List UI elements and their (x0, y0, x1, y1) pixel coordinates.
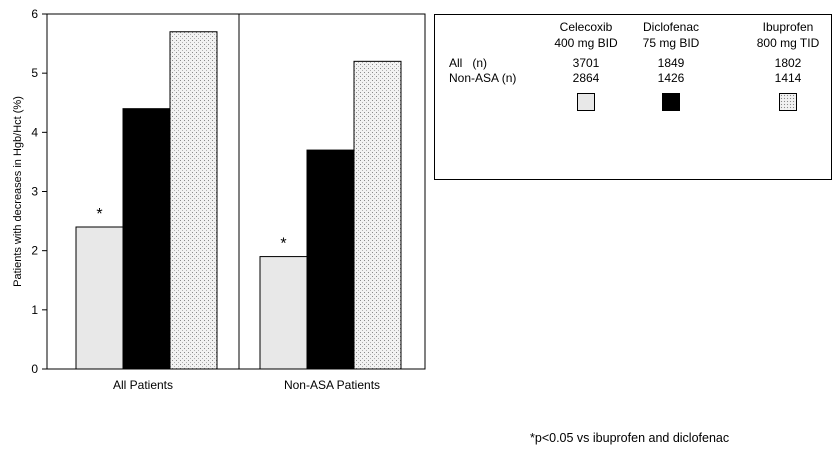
legend-dose-celecoxib: 400 mg BID (554, 36, 618, 50)
bar-2-1 (353, 60, 402, 370)
legend-nonasa-n-ibuprofen: 1414 (774, 71, 802, 85)
significance-star: * (96, 206, 102, 223)
bar-2-0 (169, 31, 218, 370)
legend-nonasa-n-celecoxib: 2864 (572, 71, 600, 85)
legend-drug-ibuprofen: Ibuprofen (762, 20, 814, 34)
legend-swatch-celecoxib (577, 93, 595, 111)
y-tick-label: 4 (31, 125, 38, 139)
bar-1-0 (122, 108, 171, 370)
legend-nonasa-n-diclofenac: 1426 (657, 71, 685, 85)
y-tick-label: 3 (31, 185, 38, 199)
x-category-label: Non-ASA Patients (284, 378, 380, 392)
footnote: *p<0.05 vs ibuprofen and diclofenac (530, 431, 730, 445)
legend: Celecoxib 400 mg BID Diclofenac 75 mg BI… (434, 14, 832, 180)
bar-0-0 (75, 226, 124, 370)
legend-all-n-diclofenac: 1849 (657, 56, 685, 70)
y-tick-label: 0 (31, 362, 38, 376)
y-tick-label: 6 (31, 7, 38, 21)
legend-all-n-celecoxib: 3701 (572, 56, 600, 70)
legend-drug-celecoxib: Celecoxib (559, 20, 613, 34)
y-axis-label: Patients with decreases in Hgb/Hct (%) (12, 96, 24, 287)
y-tick-label: 1 (31, 303, 38, 317)
bar-chart: 0 1 2 3 4 5 6 Patients with decreases in Hgb/Hc… (12, 7, 426, 392)
significance-star: * (280, 236, 286, 253)
legend-swatch-ibuprofen (779, 93, 797, 111)
legend-row-nonasa: Non-ASA (n) (449, 71, 517, 85)
legend-row-all: All (n) (449, 56, 488, 70)
y-tick-label: 2 (31, 244, 38, 258)
bar-1-1 (306, 149, 355, 370)
legend-drug-diclofenac: Diclofenac (642, 20, 700, 34)
legend-all-n-ibuprofen: 1802 (774, 56, 802, 70)
bar-0-1 (259, 256, 308, 370)
x-category-label: All Patients (113, 378, 173, 392)
legend-dose-ibuprofen: 800 mg TID (756, 36, 820, 50)
legend-dose-diclofenac: 75 mg BID (642, 36, 700, 50)
legend-swatch-diclofenac (662, 93, 680, 111)
y-tick-label: 5 (31, 66, 38, 80)
